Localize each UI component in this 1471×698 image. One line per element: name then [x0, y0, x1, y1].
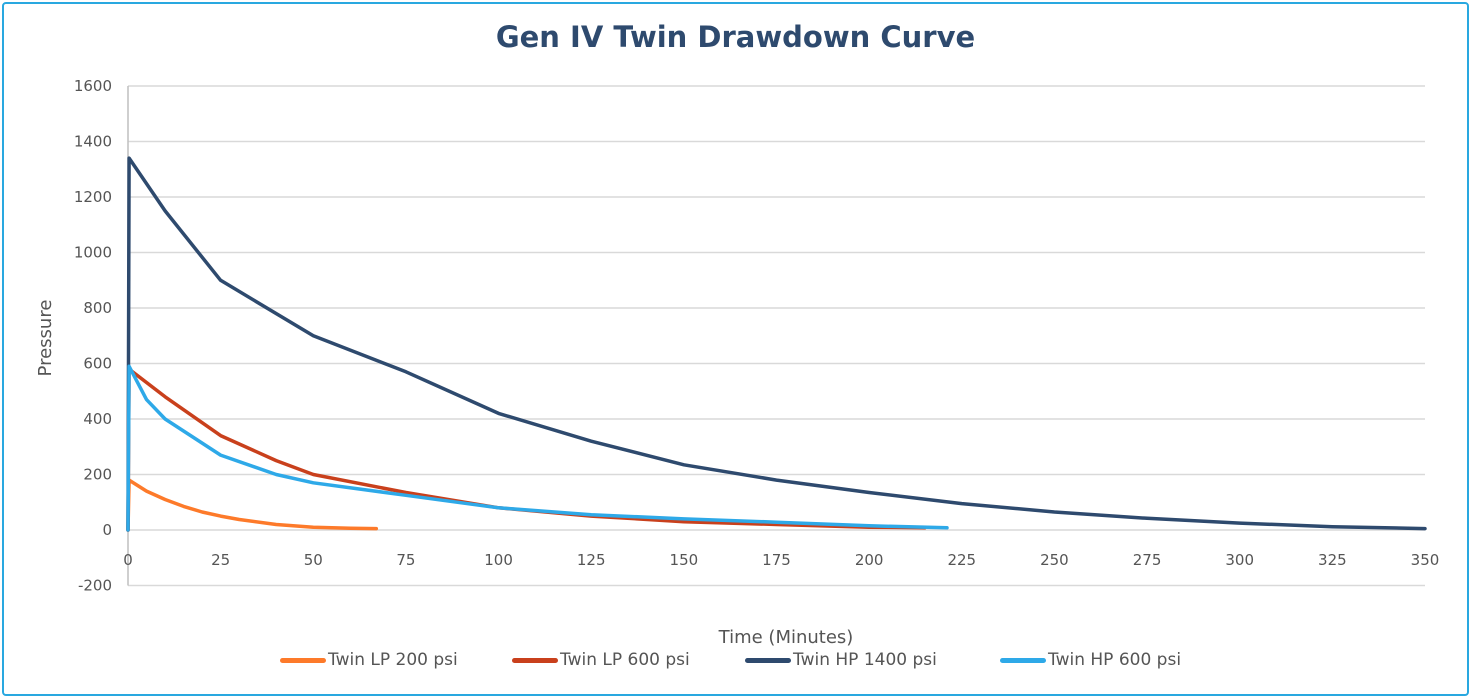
y-tick-label: 400 [83, 410, 112, 428]
x-tick-label: 350 [1411, 551, 1440, 569]
chart-title: Gen IV Twin Drawdown Curve [495, 20, 976, 54]
legend-swatch [745, 657, 791, 663]
legend-label: Twin LP 600 psi [560, 650, 690, 670]
x-tick-label: 300 [1225, 551, 1254, 569]
series-line-1 [126, 367, 927, 532]
x-tick-label: 150 [670, 551, 699, 569]
y-tick-label: 1200 [74, 188, 112, 206]
y-tick-label: 600 [83, 355, 112, 373]
x-tick-label: 225 [947, 551, 976, 569]
y-tick-label: 800 [83, 299, 112, 317]
legend-item: Twin HP 1400 psi [745, 650, 937, 670]
y-tick-label: 1600 [74, 77, 112, 95]
legend-item: Twin LP 200 psi [280, 650, 458, 670]
y-tick-label: -200 [78, 577, 112, 595]
legend-label: Twin HP 1400 psi [793, 650, 937, 670]
legend-swatch [1000, 657, 1046, 663]
x-tick-label: 0 [123, 551, 133, 569]
legend-label: Twin LP 200 psi [328, 650, 458, 670]
x-tick-label: 200 [855, 551, 884, 569]
series-line-0 [126, 478, 379, 532]
y-tick-label: 0 [102, 521, 112, 539]
legend-label: Twin HP 600 psi [1048, 650, 1182, 670]
y-tick-label: 1000 [74, 244, 112, 262]
x-tick-label: 50 [304, 551, 323, 569]
series-line-3 [126, 364, 949, 532]
legend-item: Twin HP 600 psi [1000, 650, 1181, 670]
series-line-2 [126, 156, 1427, 532]
y-tick-label: 1400 [74, 133, 112, 151]
x-tick-label: 325 [1318, 551, 1347, 569]
x-tick-label: 100 [484, 551, 513, 569]
x-tick-label: 250 [1040, 551, 1069, 569]
x-axis-label: Time (Minutes) [718, 627, 854, 648]
legend-item: Twin LP 600 psi [512, 650, 690, 670]
x-tick-label: 125 [577, 551, 606, 569]
x-tick-label: 175 [762, 551, 791, 569]
y-axis-label: Pressure [35, 300, 56, 377]
x-tick-label: 25 [211, 551, 230, 569]
y-tick-label: 200 [83, 466, 112, 484]
x-tick-label: 275 [1133, 551, 1162, 569]
legend-swatch [280, 657, 326, 663]
legend-swatch [512, 657, 558, 663]
x-tick-label: 75 [396, 551, 415, 569]
